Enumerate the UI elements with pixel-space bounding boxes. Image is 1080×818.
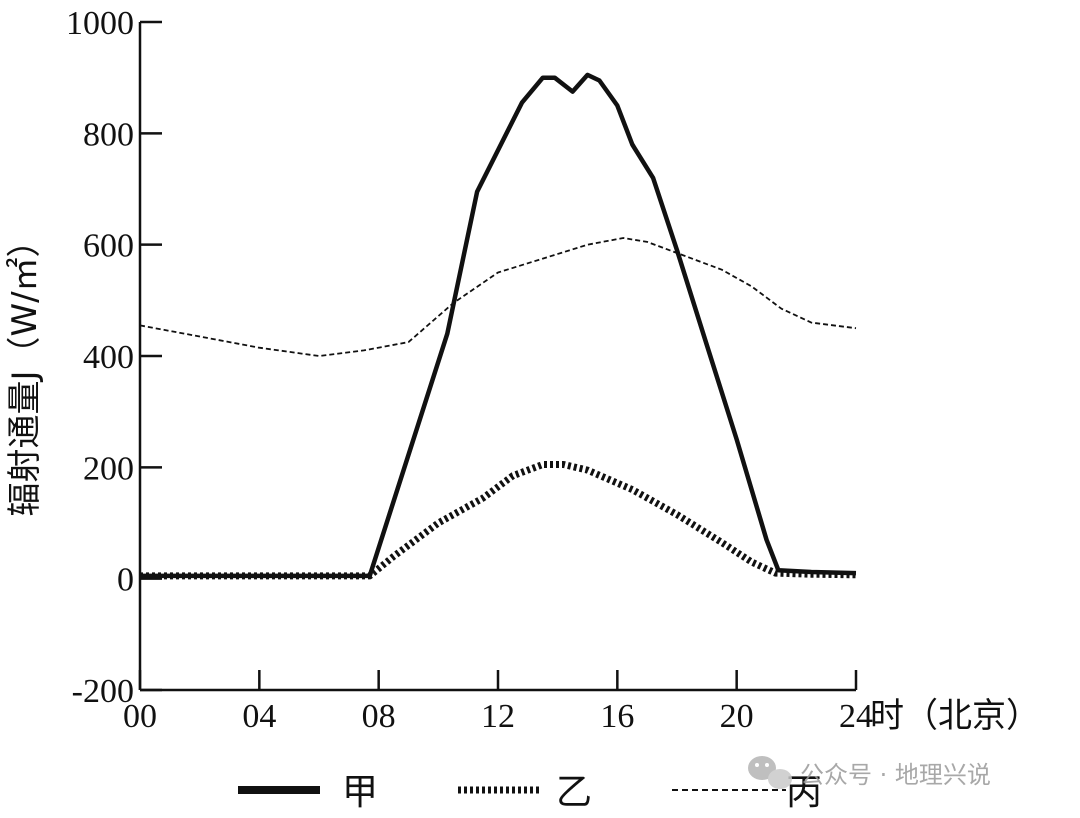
y-tick-label: 0	[117, 562, 134, 599]
series-line-1	[140, 72, 857, 579]
legend: 甲 乙 丙	[238, 772, 822, 813]
x-tick-label: 24	[839, 698, 873, 735]
x-tick-label: 00	[123, 698, 157, 735]
y-ticks: -200 0 200 400 600 800 1000	[66, 5, 162, 710]
legend-label-bing: 丙	[786, 772, 822, 813]
series-line-2	[140, 461, 857, 580]
y-tick-label: 200	[83, 450, 134, 487]
x-tick-label: 16	[600, 698, 634, 735]
y-tick-label: 800	[83, 116, 134, 153]
wechat-icon	[748, 756, 792, 789]
series-line-3	[139, 237, 857, 357]
y-tick-label: 400	[83, 339, 134, 376]
series-layer	[139, 72, 857, 580]
x-axis-label: 时（北京）	[870, 696, 1040, 736]
y-tick-label: 1000	[66, 5, 134, 42]
y-tick-label: 600	[83, 228, 134, 265]
legend-label-yi: 乙	[556, 772, 592, 813]
x-tick-label: 04	[242, 698, 276, 735]
x-tick-label: 12	[481, 698, 515, 735]
watermark-text: 公众号 · 地理兴说	[800, 761, 991, 789]
watermark: 公众号 · 地理兴说	[748, 756, 991, 789]
y-tick-label: -200	[72, 673, 134, 710]
y-axis-label: 辐射通量J（W/㎡）	[5, 223, 45, 516]
x-tick-label: 08	[362, 698, 396, 735]
x-tick-label: 20	[720, 698, 754, 735]
legend-label-jia: 甲	[342, 772, 378, 813]
x-ticks: 00 04 08 12 16 20 24	[123, 670, 873, 735]
